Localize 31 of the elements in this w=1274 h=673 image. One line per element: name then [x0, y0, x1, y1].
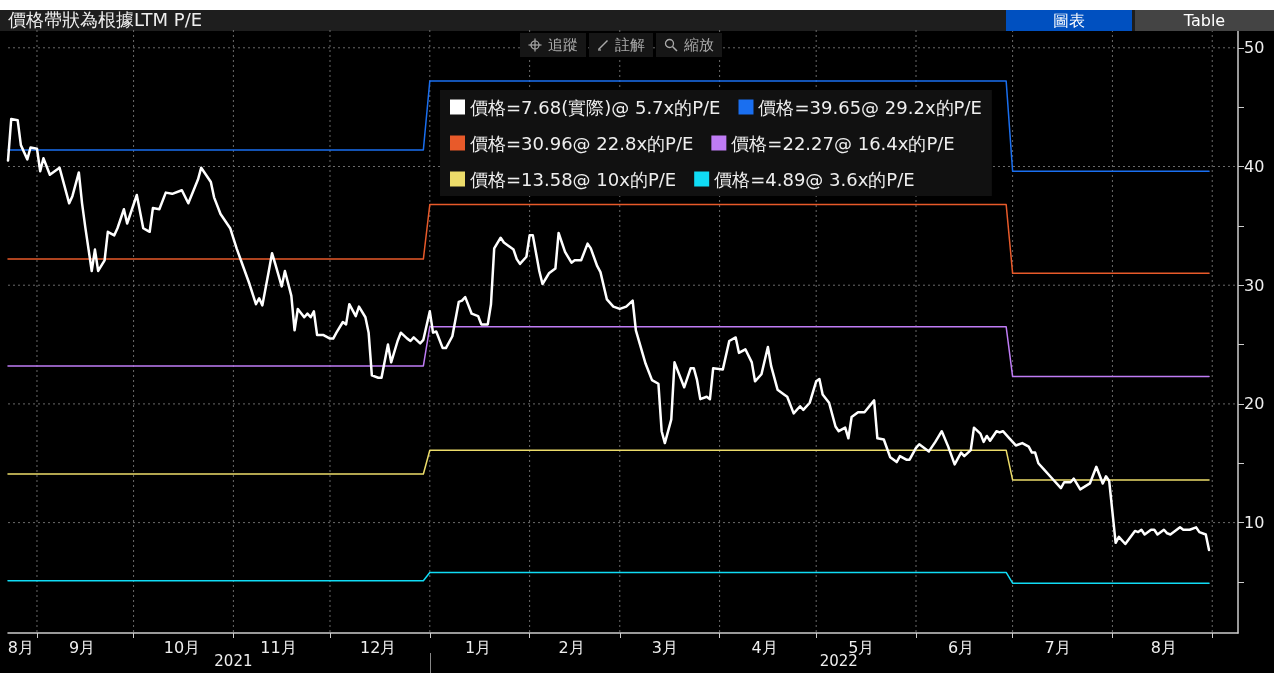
x-tick-label: 11月 [260, 637, 297, 657]
legend-label: 價格=30.96@ 22.8x的P/E [470, 132, 694, 154]
x-tick-label: 8月 [1150, 637, 1178, 657]
y-tick-label: 20 [1244, 394, 1265, 414]
text: 圖表 [1006, 10, 1132, 31]
legend-label: 價格=22.27@ 16.4x的P/E [731, 132, 955, 154]
x-tick-label: 2月 [558, 637, 585, 657]
x2-tick-label: 2021 [214, 651, 253, 670]
x-tick-label: 12月 [360, 637, 397, 657]
legend-label: 價格=39.65@ 29.2x的P/E [758, 96, 982, 118]
annotation: 註解 [615, 35, 645, 55]
x-tick-label: 8月 [7, 637, 34, 657]
x-tick-label: 4月 [751, 637, 778, 657]
y-tick-label: 50 [1244, 38, 1265, 58]
x-tick-label: 9月 [68, 637, 96, 657]
x-tick-label: 3月 [651, 637, 678, 657]
annotation: 追蹤 [548, 35, 578, 55]
y-tick-label: 10 [1244, 513, 1265, 533]
line-series [6, 117, 1211, 552]
legend-label: 價格=7.68(實際)@ 5.7x的P/E [470, 96, 721, 118]
legend-label: 價格=4.89@ 3.6x的P/E [714, 168, 915, 190]
x-tick-label: 1月 [465, 637, 492, 657]
annotation: 縮放 [684, 35, 714, 55]
text: Table [1135, 10, 1274, 31]
chart-title: 價格帶狀為根據LTM P/E [8, 8, 203, 30]
x-tick-label: 6月 [948, 637, 975, 657]
y-tick-label: 30 [1244, 275, 1265, 295]
legend-label: 價格=13.58@ 10x的P/E [470, 168, 677, 190]
x-tick-label: 10月 [163, 637, 201, 657]
y-tick-label: 40 [1244, 157, 1265, 177]
x-tick-label: 7月 [1044, 637, 1071, 657]
